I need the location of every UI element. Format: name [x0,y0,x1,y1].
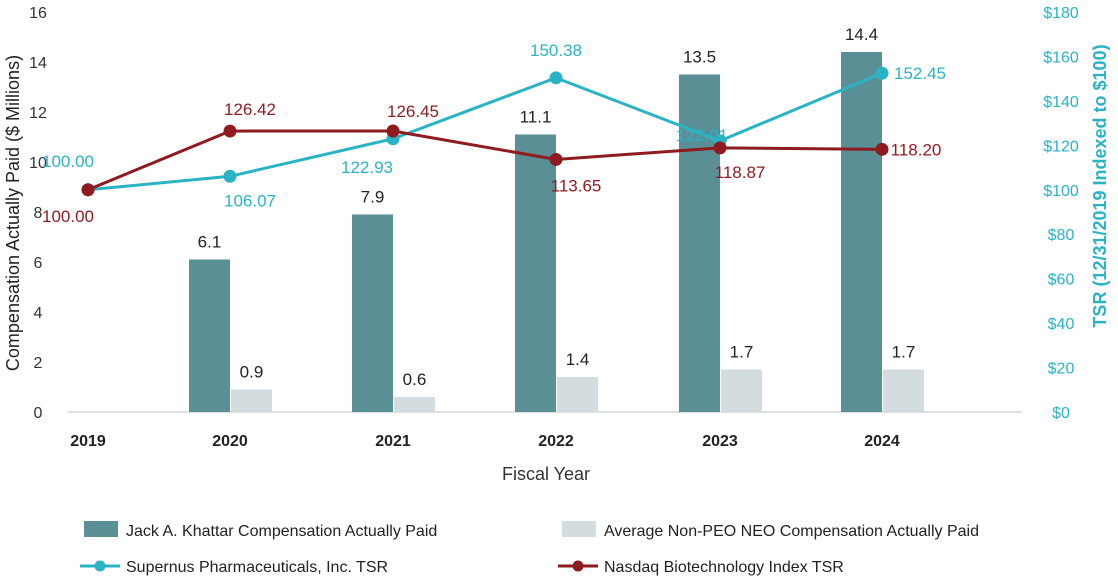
right-tick-label: $0 [1052,405,1070,422]
bar-peo-2023 [679,74,720,412]
right-tick-label: $60 [1048,272,1075,289]
bar-label-non-peo-2023: 1.7 [730,343,754,362]
x-tick-label-2024: 2024 [864,433,900,450]
point-label-nasdaq-2020: 126.42 [224,100,276,119]
bar-peo-2021 [352,214,393,412]
right-tick-label: $20 [1048,361,1075,378]
point-label-supernus-2021: 122.93 [341,158,393,177]
point-supernus-2020 [223,169,237,183]
right-tick-label: $140 [1043,94,1079,111]
x-tick-label-2023: 2023 [702,433,738,450]
point-nasdaq-2022 [549,152,563,166]
bars [189,52,924,412]
left-tick-label: 6 [34,255,43,272]
point-label-supernus-2019: 100.00 [42,152,94,171]
bar-label-non-peo-2021: 0.6 [403,370,427,389]
point-nasdaq-2020 [223,124,237,138]
point-label-supernus-2022: 150.38 [530,41,582,60]
left-tick-label: 16 [29,5,47,22]
bar-label-non-peo-2020: 0.9 [240,363,264,382]
left-tick-label: 2 [34,355,43,372]
right-tick-label: $160 [1043,49,1079,66]
bar-label-peo-2020: 6.1 [198,233,222,252]
legend-swatch-bar-1 [562,521,596,537]
right-axis-title: TSR (12/31/2019 Indexed to $100) [1090,44,1110,327]
x-tick-label-2019: 2019 [70,433,106,450]
point-label-supernus-2020: 106.07 [224,191,276,210]
point-nasdaq-2024 [875,142,889,156]
point-supernus-2024 [875,66,889,80]
bar-non-peo-2023 [721,369,762,412]
bar-label-non-peo-2024: 1.7 [892,343,916,362]
left-tick-label: 8 [34,205,43,222]
point-label-supernus-2023: 122.01 [676,126,728,145]
lines [81,66,889,197]
data-labels: 6.1 7.9 11.1 13.5 14.4 0.9 0.6 1.4 1.7 1.7 100.00 1… [42,25,946,389]
left-tick-label: 0 [34,405,43,422]
bar-label-peo-2021: 7.9 [361,188,385,207]
point-label-nasdaq-2023: 118.87 [715,163,766,182]
x-tick-label-2020: 2020 [212,433,248,450]
left-tick-label: 10 [29,155,47,172]
right-tick-label: $180 [1043,5,1079,22]
bar-peo-2020 [189,259,230,412]
legend-swatch-marker-1 [572,560,584,572]
point-label-nasdaq-2019: 100.00 [42,207,94,226]
bar-non-peo-2024 [883,369,924,412]
bar-label-peo-2024: 14.4 [845,25,878,44]
legend-swatch-marker-0 [94,560,106,572]
bar-peo-2022 [515,134,556,412]
bar-peo-2024 [841,52,882,412]
x-axis-title: Fiscal Year [502,464,590,484]
axes: 0 2 4 6 8 10 12 14 16 $0 $20 $40 $60 $80 $100 $120 $140 $… [3,5,1110,484]
line-nasdaq-tsr [87,129,883,192]
bar-non-peo-2022 [557,377,598,412]
point-nasdaq-2023 [713,141,727,155]
legend-label-line-1: Nasdaq Biotechnology Index TSR [604,559,844,576]
right-tick-label: $80 [1048,227,1075,244]
bar-label-non-peo-2022: 1.4 [566,350,590,369]
point-label-supernus-2024: 152.45 [894,64,946,83]
left-axis-title: Compensation Actually Paid ($ Millions) [3,55,23,371]
bar-label-peo-2023: 13.5 [683,48,716,67]
x-tick-label-2021: 2021 [375,433,411,450]
right-tick-label: $100 [1043,183,1079,200]
legend-label-line-0: Supernus Pharmaceuticals, Inc. TSR [126,559,388,576]
point-label-nasdaq-2024: 118.20 [891,140,942,159]
legend-swatch-bar-0 [84,521,118,537]
right-tick-label: $40 [1048,316,1075,333]
x-tick-label-2022: 2022 [538,433,574,450]
bar-non-peo-2021 [394,397,435,412]
legend: Jack A. Khattar Compensation Actually Pa… [80,521,979,576]
left-tick-label: 4 [34,305,43,322]
point-label-nasdaq-2021: 126.45 [387,102,439,121]
left-tick-label: 14 [29,55,47,72]
point-nasdaq-2021 [386,124,400,138]
line-supernus-tsr [87,71,883,192]
bar-label-peo-2022: 11.1 [520,108,552,127]
right-tick-label: $120 [1043,138,1079,155]
legend-label-bar-0: Jack A. Khattar Compensation Actually Pa… [126,523,437,540]
point-supernus-2022 [549,71,563,85]
legend-label-bar-1: Average Non-PEO NEO Compensation Actuall… [604,523,979,540]
left-tick-label: 12 [29,105,47,122]
point-label-nasdaq-2022: 113.65 [551,176,602,195]
bar-non-peo-2020 [231,389,272,412]
point-nasdaq-2019 [81,183,95,197]
